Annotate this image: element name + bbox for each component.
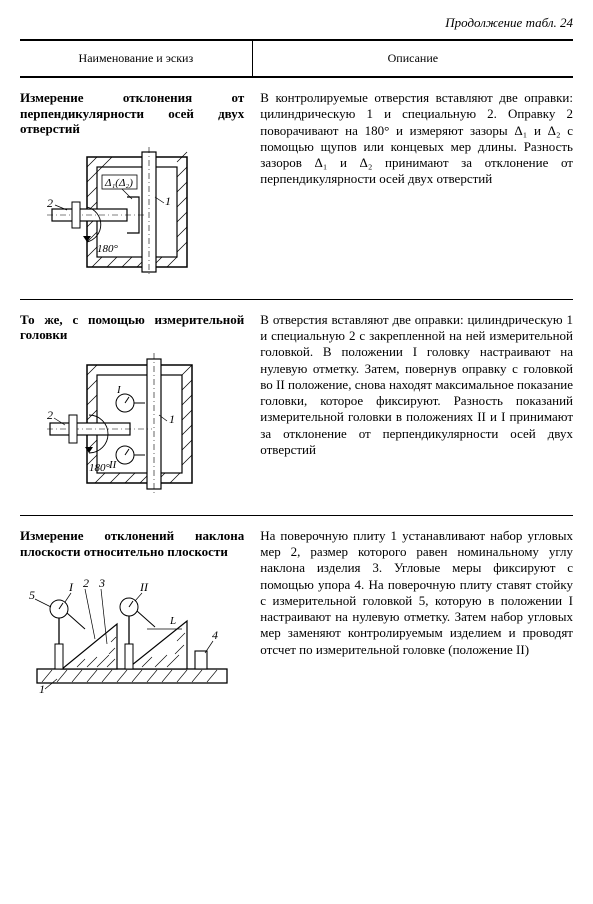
row3-desc: На поверочную плиту 1 устанавливают набо… [252, 516, 573, 706]
label-2b: 2 [47, 408, 53, 422]
row3-title: Измерение отклонений наклона плоскости о… [20, 528, 244, 559]
table-continuation: Продолжение табл. 24 [20, 15, 573, 31]
diagram-indicator: I II 180° 2 1 [47, 353, 217, 503]
header-right: Описание [252, 40, 573, 77]
row1-desc: В контролируемые отверстия вставляют две… [252, 77, 573, 299]
label-IIc: II [139, 580, 149, 594]
label-2c: 2 [83, 576, 89, 590]
row1-title: Измерение отклонения от перпендикулярнос… [20, 90, 244, 137]
angle-180: 180° [97, 243, 119, 255]
label-4c: 4 [212, 628, 218, 642]
label-2: 2 [47, 196, 53, 210]
dim-L: L [169, 615, 176, 627]
row2-title: То же, с помощью измерительной головки [20, 312, 244, 343]
diagram-perpendicularity: Δ₁(Δ₂) 180° 2 1 [47, 147, 217, 287]
row2-desc: В отверстия вставляют две оправки: цилин… [252, 300, 573, 516]
label-1c: 1 [39, 682, 45, 694]
label-1b: 1 [169, 412, 175, 426]
angle-180-2: 180° [89, 462, 111, 474]
diagram-incline: L 5 I 2 3 II 4 1 [27, 569, 237, 694]
header-left: Наименование и эскиз [20, 40, 252, 77]
measurement-table: Наименование и эскиз Описание Измерение … [20, 39, 573, 706]
row1-left: Измерение отклонения от перпендикулярнос… [20, 77, 252, 299]
row3-left: Измерение отклонений наклона плоскости о… [20, 516, 252, 706]
label-3c: 3 [98, 576, 105, 590]
delta-label: Δ₁(Δ₂) [104, 177, 133, 189]
label-I: I [68, 580, 74, 594]
label-1: 1 [165, 194, 171, 208]
row2-left: То же, с помощью измерительной головки [20, 300, 252, 516]
label-5: 5 [29, 588, 35, 602]
